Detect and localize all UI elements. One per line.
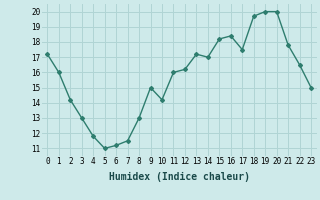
X-axis label: Humidex (Indice chaleur): Humidex (Indice chaleur) — [109, 172, 250, 182]
